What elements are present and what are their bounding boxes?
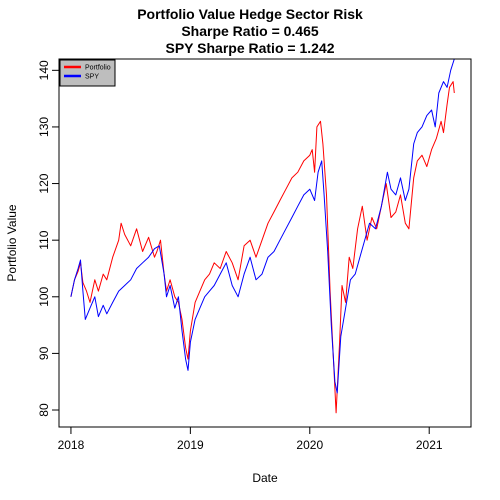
x-tick-label: 2020 (296, 438, 323, 452)
y-tick-label: 80 (37, 403, 51, 417)
chart-title-line-3: SPY Sharpe Ratio = 1.242 (166, 40, 335, 56)
legend: Portfolio SPY (59, 59, 116, 87)
chart-title-line-2: Sharpe Ratio = 0.465 (181, 23, 319, 39)
x-axis: 2018 2019 2020 2021 (58, 426, 443, 452)
legend-box (59, 59, 116, 87)
legend-label-portfolio: Portfolio (85, 65, 111, 72)
y-tick-label: 100 (37, 286, 51, 306)
series-line-spy (70, 58, 455, 394)
legend-label-spy: SPY (85, 74, 99, 81)
plot-frame (58, 58, 472, 428)
y-tick-label: 140 (37, 60, 51, 80)
y-axis-label: Portfolio Value (5, 204, 19, 281)
series-line-portfolio (70, 81, 455, 414)
x-axis-label: Date (252, 471, 278, 485)
x-tick-label: 2019 (177, 438, 204, 452)
plot-lines (70, 58, 455, 414)
y-axis: 80 90 100 110 120 130 140 (37, 60, 60, 417)
y-tick-label: 120 (37, 173, 51, 193)
chart-titles: Portfolio Value Hedge Sector RiskSharpe … (137, 6, 363, 56)
x-tick-label: 2021 (416, 438, 443, 452)
y-tick-label: 130 (37, 117, 51, 137)
chart-title-line-1: Portfolio Value Hedge Sector Risk (137, 6, 363, 22)
y-tick-label: 90 (37, 346, 51, 360)
y-tick-label: 110 (37, 230, 51, 249)
x-tick-label: 2018 (58, 438, 85, 452)
